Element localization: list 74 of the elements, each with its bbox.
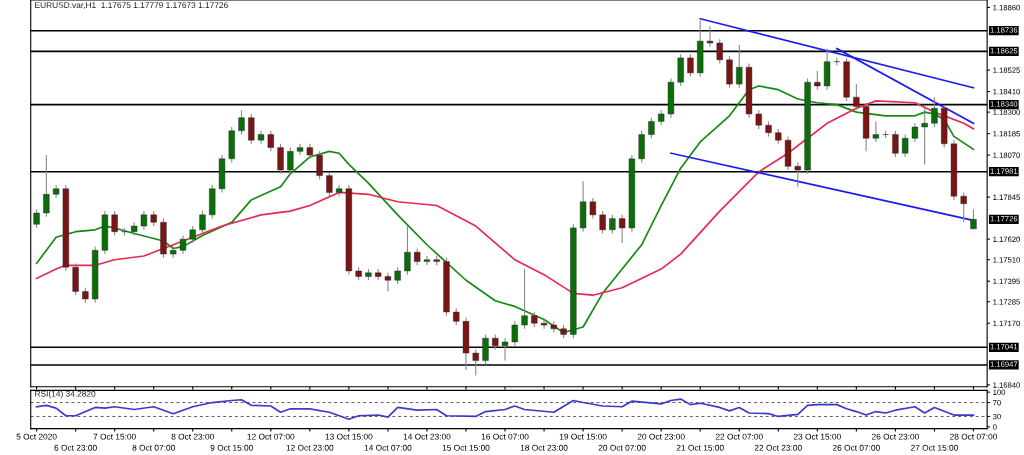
candlestick [872,120,880,143]
candlestick [335,184,343,197]
x-tick-label: 27 Oct 15:00 [911,444,958,451]
candlestick [814,70,821,91]
x-tick-label: 20 Oct 23:00 [637,433,685,440]
x-tick-label: 26 Oct 23:00 [871,433,919,440]
candlestick [794,161,801,188]
candlestick [609,214,616,235]
x-tick-label: 26 Oct 07:00 [832,444,880,451]
x-tick-label: 18 Oct 23:00 [520,444,568,451]
candlestick [140,210,148,231]
candlestick [902,133,909,158]
candlestick [540,318,548,330]
candlestick [33,208,40,229]
candlestick [287,147,294,175]
chart-title: RSI(14) 34.2820 [35,390,96,399]
x-tick-label: 8 Oct 23:00 [171,433,214,440]
candlestick [43,154,50,218]
candlestick [404,225,411,276]
candlestick [511,320,518,347]
candlestick [277,143,284,175]
candlestick [589,197,596,220]
candlestick [199,210,206,235]
candlestick [853,83,860,111]
x-tick-label: 22 Oct 07:00 [715,433,763,440]
x-tick-label: 6 Oct 23:00 [54,444,97,451]
candlestick [248,113,255,145]
candlestick [501,337,509,362]
candlestick [111,210,118,236]
x-tick-label: 7 Oct 15:00 [93,433,136,440]
candlestick [267,130,274,152]
candlestick [296,143,304,156]
candlestick [706,25,714,48]
x-tick-label: 28 Oct 07:00 [950,433,998,440]
x-tick-label: 14 Oct 07:00 [364,444,412,451]
candlestick [179,234,187,255]
x-tick-label: 20 Oct 07:00 [598,444,646,451]
candlestick [931,96,938,128]
candlestick [238,109,245,136]
line-series [35,398,975,421]
x-tick-label: 14 Oct 23:00 [403,433,451,440]
candlestick [599,210,606,235]
candlestick [892,130,899,158]
candlestick [911,122,919,143]
x-tick-label: 23 Oct 15:00 [793,433,841,440]
x-tick-label: 21 Oct 15:00 [676,444,724,451]
x-tick-label: 22 Oct 23:00 [754,444,802,451]
x-tick-label: 13 Oct 15:00 [325,433,373,440]
candlestick [755,109,762,130]
candlestick [521,268,528,330]
candlestick [687,53,694,78]
x-tick-label: 8 Oct 07:00 [132,444,175,451]
candlestick [423,255,431,266]
line-series [35,85,975,334]
candlestick [384,272,392,293]
candlestick [482,333,489,365]
x-tick-label: 5 Oct 2020 [16,433,57,440]
candlestick [921,104,928,165]
candlestick [970,208,977,230]
candlestick [326,171,333,197]
candlestick [716,38,723,65]
candlestick [648,117,655,139]
x-tick-label: 12 Oct 23:00 [286,444,334,451]
chart-title: EURUSD.var,H1 1.17675 1.17779 1.17673 1.17726 [35,2,228,10]
x-tick-label: 19 Oct 15:00 [559,433,607,440]
x-tick-label: 16 Oct 07:00 [481,433,529,440]
candlestick [472,348,479,377]
candlestick [960,191,967,223]
x-tick-label: 9 Oct 15:00 [210,444,253,451]
x-tick-label: 12 Oct 07:00 [247,433,295,440]
x-tick-label: 15 Oct 15:00 [442,444,490,451]
candlestick [316,150,323,180]
candlestick [619,214,626,244]
candlestick [736,44,743,89]
